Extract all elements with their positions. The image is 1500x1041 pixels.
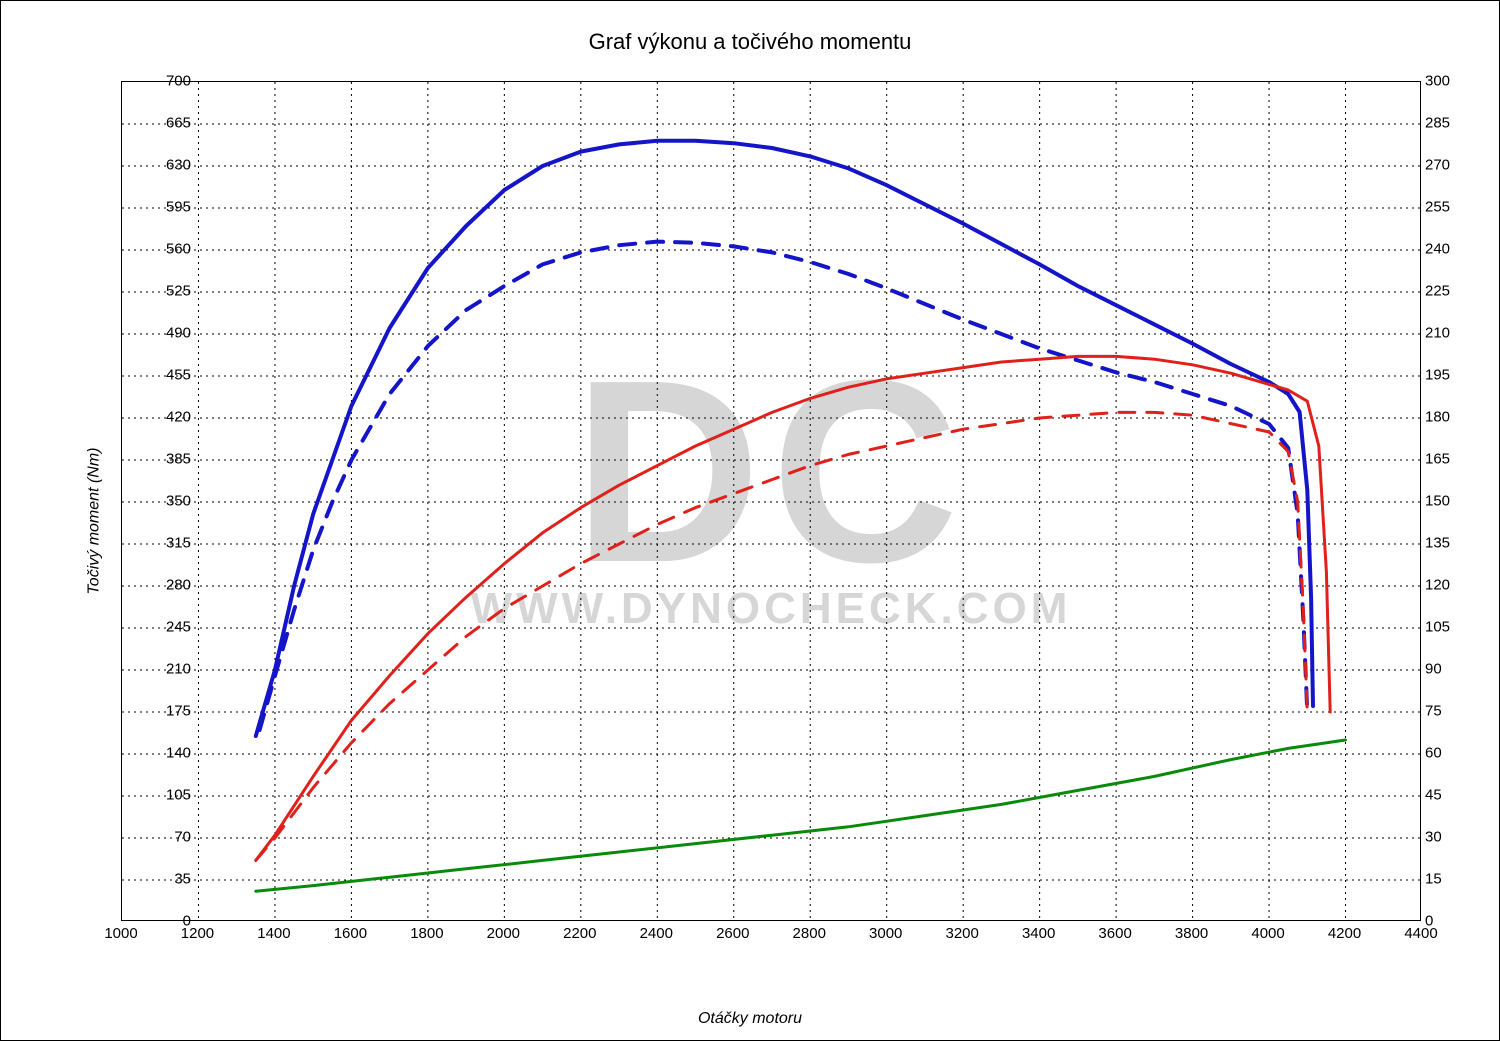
- x-tick-label: 2600: [716, 925, 749, 942]
- y-right-tick-label: 300: [1425, 73, 1485, 90]
- y-left-tick-label: 385: [131, 451, 191, 468]
- series-power_stock: [256, 412, 1308, 860]
- y-right-tick-label: 285: [1425, 115, 1485, 132]
- y-right-tick-label: 255: [1425, 199, 1485, 216]
- y-right-tick-label: 15: [1425, 871, 1485, 888]
- y-right-tick-label: 225: [1425, 283, 1485, 300]
- y-left-tick-label: 70: [131, 829, 191, 846]
- plot-area: DC WWW.DYNOCHECK.COM: [121, 81, 1421, 921]
- chart-svg: [122, 82, 1422, 922]
- y-left-tick-label: 175: [131, 703, 191, 720]
- y-right-tick-label: 240: [1425, 241, 1485, 258]
- y-right-tick-label: 90: [1425, 661, 1485, 678]
- y-right-tick-label: 135: [1425, 535, 1485, 552]
- x-tick-label: 4000: [1251, 925, 1284, 942]
- series-power_tuned: [256, 356, 1330, 860]
- series-torque_stock: [260, 242, 1308, 730]
- y-right-tick-label: 150: [1425, 493, 1485, 510]
- x-tick-label: 1800: [410, 925, 443, 942]
- y-right-tick-label: 75: [1425, 703, 1485, 720]
- y-left-tick-label: 525: [131, 283, 191, 300]
- y-left-tick-label: 595: [131, 199, 191, 216]
- x-tick-label: 2800: [793, 925, 826, 942]
- x-tick-label: 1600: [334, 925, 367, 942]
- x-tick-label: 3200: [945, 925, 978, 942]
- y-left-tick-label: 490: [131, 325, 191, 342]
- y-right-tick-label: 45: [1425, 787, 1485, 804]
- y-right-tick-label: 120: [1425, 577, 1485, 594]
- y-left-tick-label: 245: [131, 619, 191, 636]
- series-losses: [256, 740, 1346, 891]
- y-left-tick-label: 280: [131, 577, 191, 594]
- y-right-tick-label: 270: [1425, 157, 1485, 174]
- y-left-tick-label: 420: [131, 409, 191, 426]
- y-right-tick-label: 60: [1425, 745, 1485, 762]
- y-left-tick-label: 455: [131, 367, 191, 384]
- x-tick-label: 3600: [1098, 925, 1131, 942]
- y-left-tick-label: 140: [131, 745, 191, 762]
- y-left-tick-label: 315: [131, 535, 191, 552]
- x-axis-label: Otáčky motoru: [1, 1010, 1499, 1028]
- y-left-tick-label: 560: [131, 241, 191, 258]
- y-left-tick-label: 350: [131, 493, 191, 510]
- y-left-tick-label: 630: [131, 157, 191, 174]
- y-left-tick-label: 0: [131, 913, 191, 930]
- chart-title: Graf výkonu a točivého momentu: [1, 29, 1499, 55]
- y-right-tick-label: 30: [1425, 829, 1485, 846]
- y-left-tick-label: 210: [131, 661, 191, 678]
- x-tick-label: 2000: [487, 925, 520, 942]
- y-right-tick-label: 180: [1425, 409, 1485, 426]
- y-right-tick-label: 195: [1425, 367, 1485, 384]
- chart-container: Graf výkonu a točivého momentu Točivý mo…: [0, 0, 1500, 1041]
- y-left-tick-label: 105: [131, 787, 191, 804]
- y-right-tick-label: 165: [1425, 451, 1485, 468]
- y-right-tick-label: 210: [1425, 325, 1485, 342]
- y-left-tick-label: 35: [131, 871, 191, 888]
- y-left-tick-label: 700: [131, 73, 191, 90]
- y-right-tick-label: 105: [1425, 619, 1485, 636]
- x-tick-label: 3800: [1175, 925, 1208, 942]
- x-tick-label: 2200: [563, 925, 596, 942]
- y-left-tick-label: 665: [131, 115, 191, 132]
- x-tick-label: 3000: [869, 925, 902, 942]
- y-axis-left-label: Točivý moment (Nm): [85, 447, 103, 594]
- x-tick-label: 1400: [257, 925, 290, 942]
- series-group: [256, 141, 1346, 891]
- x-tick-label: 3400: [1022, 925, 1055, 942]
- y-right-tick-label: 0: [1425, 913, 1485, 930]
- x-tick-label: 4200: [1328, 925, 1361, 942]
- x-tick-label: 2400: [640, 925, 673, 942]
